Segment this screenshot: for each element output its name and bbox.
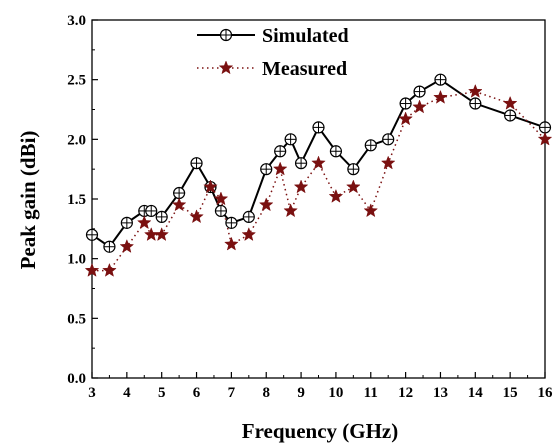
measured-point: [224, 236, 239, 251]
simulated-point: [399, 97, 412, 110]
simulated-point: [242, 210, 255, 223]
y-tick-label: 1.0: [67, 252, 86, 268]
simulated-point: [329, 145, 343, 158]
y-tick-label: 2.5: [67, 73, 86, 89]
x-tick-label: 8: [262, 385, 270, 401]
measured-point: [136, 215, 152, 230]
x-tick-label: 5: [158, 385, 166, 401]
simulated-point: [274, 145, 287, 158]
simulated-point: [469, 97, 482, 110]
x-tick-label: 11: [364, 385, 378, 401]
simulated-point: [155, 210, 168, 223]
measured-point: [154, 227, 170, 242]
measured-point: [272, 161, 288, 176]
simulated-point: [413, 85, 426, 98]
legend-measured-label: Measured: [262, 58, 347, 80]
x-tick-label: 3: [88, 385, 96, 401]
measured-point: [380, 155, 396, 170]
x-tick-label: 6: [193, 385, 201, 401]
measured-point: [502, 95, 518, 110]
measured-line: [92, 90, 546, 272]
simulated-point: [382, 133, 395, 146]
measured-point: [398, 111, 413, 126]
simulated-point: [173, 186, 186, 200]
measured-point: [241, 227, 257, 242]
legend-item-simulated: Simulated: [197, 25, 349, 47]
simulated-point: [284, 133, 297, 146]
legend-item-measured: Measured: [197, 58, 347, 80]
measured-point: [537, 131, 553, 146]
simulated-point: [364, 139, 377, 152]
measured-point: [293, 179, 309, 194]
measured-point: [328, 188, 344, 203]
simulated-point: [120, 216, 133, 229]
legend: Simulated Measured: [197, 25, 349, 80]
measured-point: [119, 239, 135, 253]
measured-point: [412, 99, 427, 114]
measured-point: [363, 203, 379, 218]
ticks: 3 4 5 6 7 8 9 10 11 12 13 14 15 16 0.0 0.5 1.0 1.5 2.0 2.5 3…: [67, 13, 553, 401]
measured-point: [171, 197, 187, 212]
legend-simulated-symbol: [219, 28, 233, 42]
series-markers: [84, 73, 553, 277]
y-tick-label: 0.5: [67, 311, 86, 327]
simulated-point: [260, 163, 273, 176]
simulated-point: [504, 109, 517, 122]
y-tick-label: 1.5: [67, 192, 86, 208]
simulated-point: [434, 73, 447, 86]
measured-point: [433, 89, 448, 104]
x-tick-label: 9: [297, 385, 305, 401]
legend-simulated-label: Simulated: [262, 25, 349, 47]
y-axis-title: Peak gain (dBi): [16, 131, 40, 270]
x-axis-title: Frequency (GHz): [242, 419, 399, 443]
simulated-point: [103, 240, 116, 253]
x-tick-label: 15: [503, 385, 518, 401]
simulated-point: [85, 228, 99, 241]
measured-point: [203, 179, 218, 194]
x-tick-label: 4: [123, 385, 131, 401]
x-tick-label: 10: [328, 385, 343, 401]
x-tick-label: 14: [468, 385, 484, 401]
simulated-point: [190, 157, 203, 170]
simulated-point: [294, 157, 308, 170]
y-tick-label: 2.0: [67, 132, 86, 148]
legend-measured-symbol: [218, 60, 234, 75]
simulated-point: [312, 121, 325, 134]
x-tick-label: 12: [398, 385, 413, 401]
simulated-point: [538, 121, 552, 134]
legend-simulated-marker: [219, 28, 233, 42]
measured-point: [189, 209, 204, 224]
x-tick-label: 13: [433, 385, 448, 401]
simulated-point: [214, 204, 228, 218]
measured-point: [258, 197, 274, 212]
measured-point: [102, 262, 117, 277]
y-tick-label: 0.0: [67, 371, 86, 387]
measured-point: [143, 227, 159, 242]
x-tick-label: 7: [228, 385, 236, 401]
measured-point: [84, 262, 100, 277]
y-tick-label: 3.0: [67, 13, 86, 29]
legend-measured-marker: [218, 60, 234, 75]
measured-point: [283, 203, 298, 218]
measured-point: [213, 191, 229, 206]
measured-point: [311, 155, 326, 170]
simulated-point: [145, 204, 158, 218]
x-tick-label: 16: [538, 385, 554, 401]
measured-point: [346, 179, 361, 194]
measured-point: [467, 83, 483, 98]
simulated-point: [347, 163, 360, 176]
simulated-point: [225, 216, 238, 229]
